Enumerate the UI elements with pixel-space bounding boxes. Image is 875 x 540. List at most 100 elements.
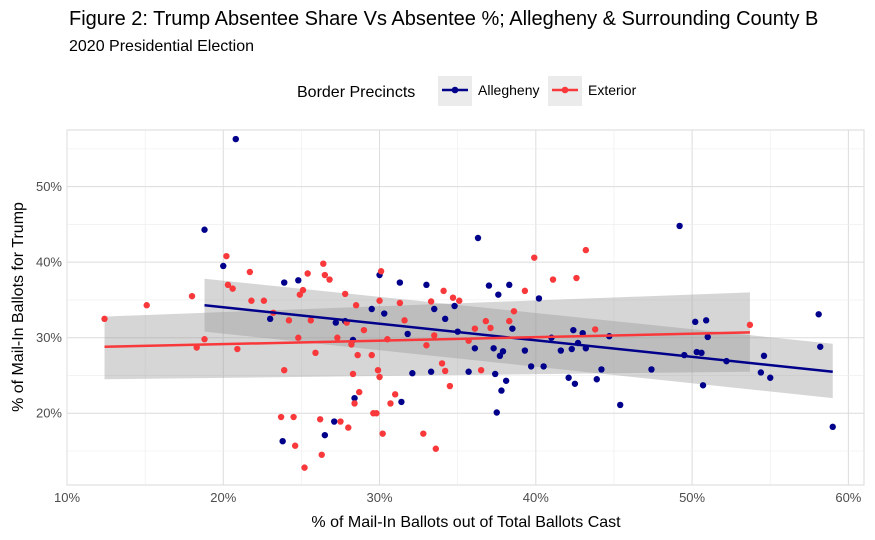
data-point-allegheny [496,352,504,360]
data-point-exterior [321,271,329,279]
data-point-allegheny [757,369,765,376]
data-point-exterior [377,268,385,275]
data-point-allegheny [474,234,482,242]
data-point-exterior [101,315,108,323]
data-point-allegheny [579,329,586,337]
data-point-exterior [373,410,380,417]
data-point-exterior [456,297,463,304]
data-point-allegheny [321,431,329,439]
data-point-allegheny [491,370,499,378]
data-point-exterior [301,464,308,471]
data-point-allegheny [423,281,430,289]
data-point-exterior [260,297,268,304]
data-point-allegheny [540,363,547,370]
data-point-allegheny [598,366,605,373]
data-point-exterior [277,413,285,421]
data-point-allegheny [527,363,535,370]
y-tick-labels: 20% 30% 40% 50% [36,179,62,421]
data-point-exterior [487,324,494,332]
legend-key-allegheny-point [451,86,459,94]
data-point-exterior [401,317,408,324]
data-point-exterior [345,424,352,431]
data-point-exterior [438,360,446,367]
data-point-exterior [379,430,386,437]
data-point-exterior [582,246,590,254]
data-point-allegheny [815,311,822,318]
data-point-exterior [352,302,360,309]
data-point-allegheny [465,368,472,375]
y-tick-label: 20% [36,406,62,421]
data-point-allegheny [431,305,438,313]
x-tick-label: 20% [210,490,236,505]
data-point-exterior [506,317,513,325]
data-point-exterior [299,286,307,294]
data-point-exterior [143,302,150,309]
data-point-exterior [376,373,383,381]
data-points [101,135,836,471]
data-point-exterior [746,321,754,329]
data-point-exterior [304,270,311,277]
data-point-exterior [423,342,430,349]
confidence-band-exterior [104,292,750,380]
data-point-allegheny [617,401,624,409]
data-point-exterior [482,317,490,325]
data-point-allegheny [485,282,493,289]
data-point-exterior [441,367,449,375]
data-point-exterior [281,366,288,374]
y-axis-title: % of Mail-In Ballots for Trump [10,202,27,412]
data-point-exterior [201,336,208,343]
data-point-allegheny [760,352,768,360]
data-point-allegheny [396,279,404,286]
trend-line-exterior [104,331,750,349]
data-point-allegheny [557,347,565,354]
data-point-allegheny [409,370,416,377]
data-point-exterior [318,451,325,458]
y-tick-label: 50% [36,179,62,194]
data-point-allegheny [676,222,683,230]
data-point-allegheny [220,262,227,270]
data-point-allegheny [266,315,274,323]
data-point-exterior [320,260,327,267]
data-point-exterior [229,285,236,292]
data-point-exterior [334,334,341,341]
data-point-allegheny [368,305,375,313]
data-point-exterior [295,334,302,341]
data-point-exterior [477,366,485,374]
x-axis-title: % of Mail-In Ballots out of Total Ballot… [311,514,621,531]
data-point-allegheny [398,398,405,406]
data-point-exterior [368,351,375,359]
data-point-allegheny [279,437,286,445]
data-point-exterior [291,442,299,449]
data-point-allegheny [570,326,577,334]
x-tick-labels: 10% 20% 30% 40% 50% 60% [54,490,862,505]
data-point-exterior [234,345,241,353]
x-tick-label: 50% [679,490,705,505]
legend-label-exterior: Exterior [588,82,637,98]
data-point-allegheny [693,348,700,356]
data-point-exterior [356,388,363,396]
data-point-allegheny [351,394,358,402]
data-point-allegheny [404,330,411,338]
data-point-exterior [312,349,319,357]
x-tick-label: 30% [367,490,393,505]
data-point-exterior [290,413,297,421]
data-point-exterior [471,325,479,332]
data-point-allegheny [441,315,449,323]
data-point-exterior [573,274,580,282]
x-tick-label: 10% [54,490,80,505]
data-point-allegheny [295,277,302,284]
data-point-allegheny [535,295,543,302]
data-point-exterior [531,254,538,261]
y-tick-label: 30% [36,330,62,345]
data-point-allegheny [521,347,529,354]
data-point-allegheny [767,374,774,381]
data-point-allegheny [381,310,388,317]
data-point-exterior [427,298,435,305]
data-point-exterior [354,351,361,359]
data-point-allegheny [201,226,208,233]
data-point-allegheny [499,348,507,355]
data-point-allegheny [331,418,338,425]
data-point-allegheny [571,380,579,387]
data-point-allegheny [495,291,502,298]
data-point-allegheny [699,382,707,389]
